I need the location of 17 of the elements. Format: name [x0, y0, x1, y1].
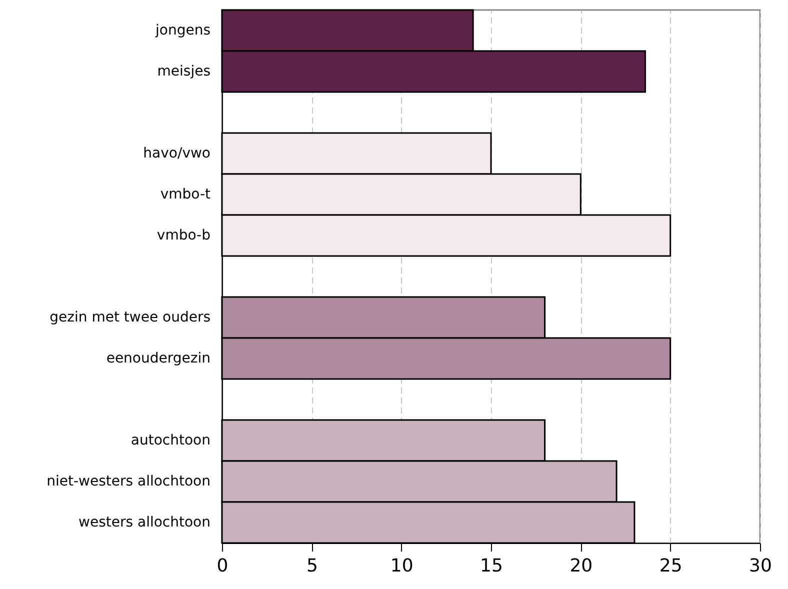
y-tick-label: niet-westers allochtoon [46, 474, 210, 490]
x-tick-label: 20 [570, 556, 593, 576]
x-tick-label: 30 [749, 556, 772, 576]
x-tick-label: 15 [480, 556, 503, 576]
y-tick-label: gezin met twee ouders [50, 310, 210, 326]
x-tick-label: 5 [306, 556, 318, 576]
y-tick-label: havo/vwo [143, 146, 210, 162]
y-tick-label: meisjes [157, 64, 210, 80]
x-tick-label: 25 [659, 556, 682, 576]
y-tick-label: autochtoon [130, 432, 210, 448]
y-tick-label: vmbo-b [156, 228, 211, 244]
y-tick-label: westers allochtoon [78, 514, 210, 530]
y-tick-label: eenoudergezin [106, 350, 210, 366]
x-tick-label: 0 [216, 556, 228, 576]
y-tick-label: vmbo-t [160, 186, 211, 202]
y-tick-label: jongens [154, 22, 210, 38]
x-tick-label: 10 [390, 556, 414, 576]
